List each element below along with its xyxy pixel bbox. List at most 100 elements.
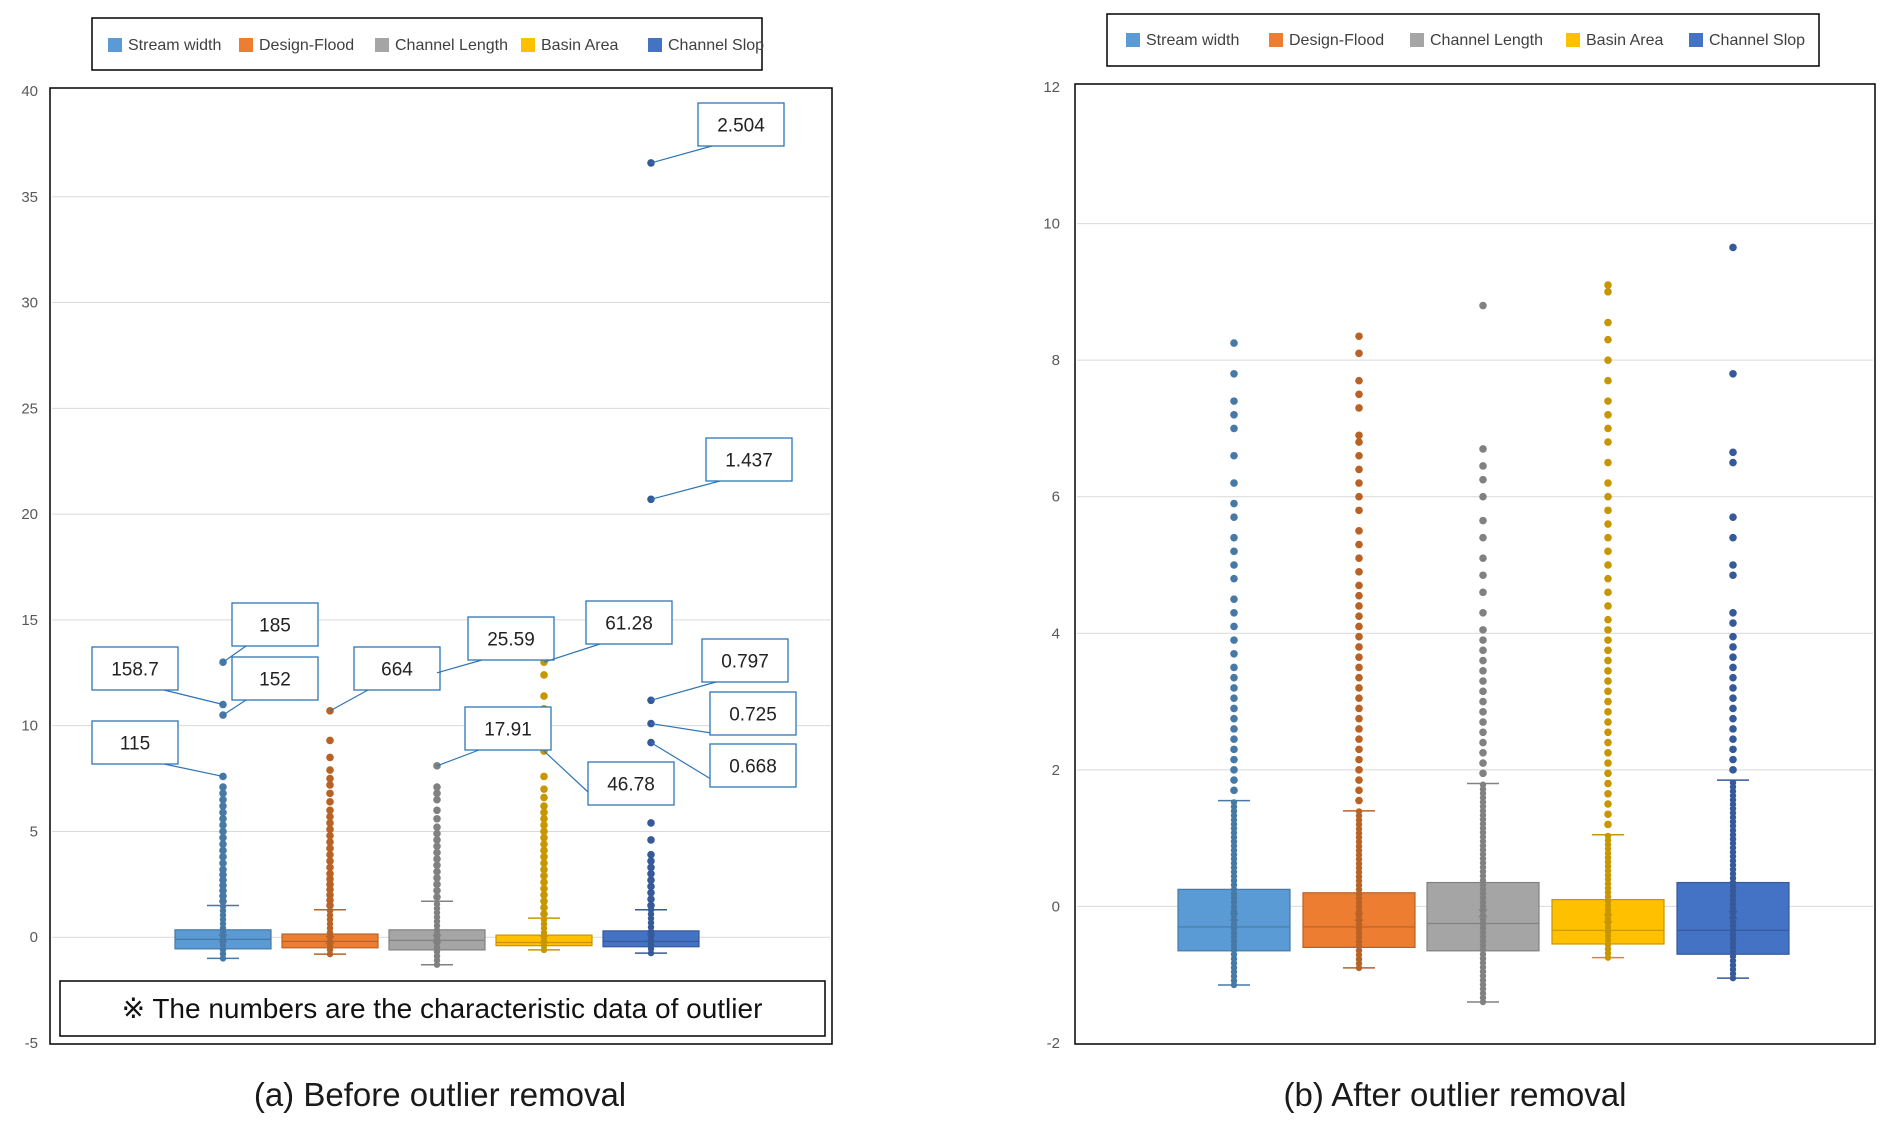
outlier-point-basin-area	[1604, 288, 1612, 296]
outlier-point-design-flood	[326, 863, 334, 872]
outlier-point-basin-area	[1604, 458, 1612, 467]
callout-2-504-box	[697, 102, 785, 147]
outlier-point-stream-width	[219, 892, 227, 900]
outlier-point-channel-length	[433, 855, 441, 863]
outlier-point-channel-length	[433, 886, 441, 895]
y-tick-label: 2	[1052, 762, 1060, 779]
outlier-point-channel-length	[1479, 728, 1487, 737]
outlier-point-design-flood	[1355, 349, 1363, 358]
outlier-point-design-flood	[1355, 527, 1363, 535]
outlier-point-channel-length	[1479, 533, 1487, 542]
outlier-point-channel-length	[1479, 462, 1487, 470]
outlier-point-channel-slop	[647, 819, 655, 827]
outlier-point-design-flood	[326, 753, 334, 762]
outlier-point-channel-length	[1479, 301, 1487, 310]
outlier-point-design-flood	[1355, 704, 1363, 713]
outlier-point-channel-length	[1479, 677, 1487, 685]
outlier-point-channel-length	[433, 789, 441, 798]
outlier-point-basin-area	[540, 821, 548, 829]
callout-0-797-label: 0.797	[721, 652, 769, 673]
outlier-point-channel-slop	[1729, 714, 1737, 723]
outlier-point-design-flood	[326, 831, 334, 840]
outlier-point-channel-slop	[1729, 766, 1737, 774]
outlier-point-basin-area	[1604, 820, 1612, 829]
callout-0-797-box	[701, 638, 789, 683]
y-tick-label: 4	[1052, 625, 1060, 642]
note-box	[59, 980, 826, 1037]
outlier-point-basin-area	[540, 872, 548, 880]
outlier-point-channel-length	[433, 829, 441, 838]
callout-17-91-box	[464, 706, 552, 751]
callout-185-box	[231, 602, 319, 647]
outlier-point-basin-area	[1604, 656, 1612, 665]
y-tick-label: 5	[30, 823, 38, 840]
outlier-point-design-flood	[1355, 745, 1363, 754]
callout-185-leader	[222, 645, 247, 663]
outlier-point-basin-area	[540, 853, 548, 861]
outlier-point-channel-slop	[1729, 370, 1737, 378]
outlier-point-basin-area	[1604, 769, 1612, 778]
outlier-point-stream-width	[219, 783, 227, 791]
callout-158-7-box	[91, 646, 179, 691]
outlier-point-design-flood	[326, 819, 334, 827]
callout-25-59-box	[467, 616, 555, 661]
outlier-point-design-flood	[326, 838, 334, 846]
outlier-point-channel-slop	[647, 869, 655, 878]
outlier-point-design-flood	[1355, 390, 1363, 399]
outlier-point-basin-area	[540, 808, 548, 817]
outlier-point-basin-area	[1604, 506, 1612, 515]
outlier-point-design-flood	[1355, 786, 1363, 795]
outlier-point-basin-area	[1604, 520, 1612, 528]
outlier-point-stream-width	[219, 840, 227, 848]
outlier-point-design-flood	[1355, 581, 1363, 590]
outlier-point-channel-length	[433, 842, 441, 851]
outlier-point-channel-length	[433, 893, 441, 901]
outlier-point-channel-length	[1479, 609, 1487, 617]
outlier-point-design-flood	[1355, 622, 1363, 631]
outlier-point-basin-area	[540, 671, 548, 679]
y-tick-label: -2	[1047, 1035, 1060, 1052]
legend-b: Stream width Design-Flood Channel Length Ba…	[1126, 32, 1805, 49]
outlier-point-design-flood	[1355, 540, 1363, 549]
callout-0-725-box	[709, 691, 797, 736]
outlier-point-channel-length	[433, 806, 441, 815]
outlier-point-design-flood	[326, 857, 334, 865]
outlier-point-channel-slop	[647, 850, 655, 859]
callout-61-28-label: 61.28	[605, 614, 653, 635]
outlier-point-channel-slop	[1729, 745, 1737, 754]
legend-swatch-design-flood	[239, 38, 253, 52]
legend-label-basin-area: Basin Area	[1586, 32, 1663, 49]
outlier-point-design-flood	[1355, 591, 1363, 600]
outlier-point-design-flood	[1355, 796, 1363, 805]
outlier-point-stream-width	[1230, 663, 1238, 672]
outlier-point-basin-area	[540, 878, 548, 887]
y-tick-label: 6	[1052, 489, 1060, 506]
outlier-point-channel-slop	[1729, 735, 1737, 743]
callout-1-437-box	[705, 437, 793, 482]
outlier-point-channel-slop	[1729, 725, 1737, 733]
legend-label-basin-area: Basin Area	[541, 37, 618, 54]
outlier-point-stream-width	[1230, 704, 1238, 713]
outlier-point-basin-area	[540, 785, 548, 793]
outlier-point-basin-area	[540, 772, 548, 781]
outlier-point-design-flood	[1355, 776, 1363, 784]
outlier-point-basin-area	[1604, 800, 1612, 808]
gridlines-a	[52, 196, 830, 938]
point-channel-length	[433, 900, 441, 908]
outlier-point-stream-width	[1230, 609, 1238, 617]
point-stream-width	[219, 903, 227, 910]
outlier-point-basin-area	[540, 903, 548, 912]
outlier-point-design-flood	[1355, 465, 1363, 474]
outlier-point-design-flood	[1355, 612, 1363, 621]
legend-swatch-channel-length	[375, 38, 389, 52]
y-tick-label: 12	[1043, 79, 1060, 96]
boxes-a	[174, 159, 700, 968]
callout-158-7-label: 158.7	[111, 660, 159, 681]
outlier-point-channel-length	[433, 880, 441, 889]
outlier-point-stream-width	[1230, 735, 1238, 743]
panel-b: Stream width Design-Flood Channel Length Ba…	[1043, 13, 1876, 1113]
legend-label-channel-slop: Channel Slop	[668, 37, 764, 54]
outlier-point-basin-area	[1604, 533, 1612, 542]
outlier-point-channel-length	[433, 783, 441, 791]
